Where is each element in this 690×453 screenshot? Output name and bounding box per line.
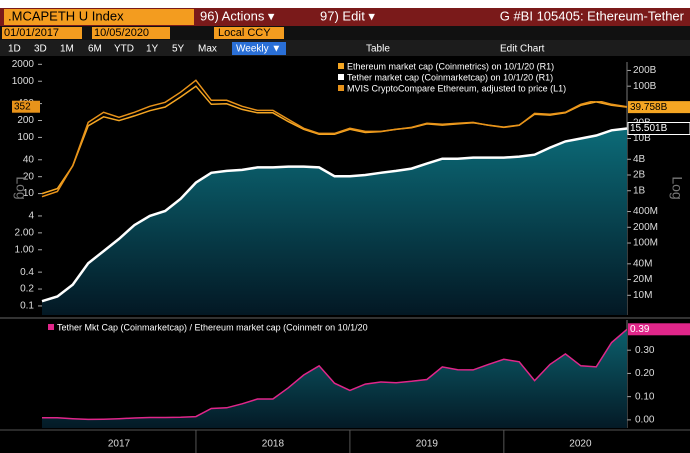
window-title: G #BI 105405: Ethereum-Tether [500,8,685,23]
y-tick-label: 0.2 [20,284,34,295]
y2-tick-label: 400M [633,206,658,217]
y2-tick-label: 4B [633,154,646,165]
frequency-button[interactable] [232,42,286,55]
top-strip [0,0,690,8]
series-line [41,79,628,198]
y2-tick-label: 200M [633,222,658,233]
edit-chart-button[interactable]: Edit Chart [500,44,545,55]
last-value-label: 0.39 [630,324,650,335]
legend-box [334,62,625,101]
period-button[interactable]: 6M [88,44,102,55]
y2-tick-label: 10B [633,133,651,144]
toolbar [0,40,690,56]
period-button[interactable]: Max [198,44,217,55]
end-date: 10/05/2020 [94,27,149,39]
table-button[interactable]: Table [366,44,390,55]
y-tick-label: 0.20 [635,368,655,379]
y-tick-label: 200 [17,115,34,126]
period-button[interactable]: 1D [8,44,21,55]
y2-tick-label: 200B [633,65,657,76]
ticker: .MCAPETH U Index [8,8,124,23]
x-tick-label: 2018 [262,439,285,450]
x-tick-label: 2017 [108,439,131,450]
y-tick-label: 0.1 [20,301,34,312]
period-button[interactable]: 3D [34,44,47,55]
x-tick-label: 2020 [569,439,592,450]
y-tick-label: 100 [17,132,34,143]
legend-entry: MVIS CryptoCompare Ethereum, adjusted to… [347,83,566,93]
last-value-label: 39.758B [630,102,668,113]
y2-tick-label: 100M [633,238,658,249]
last-value-box [628,323,690,336]
series-line [41,127,628,303]
actions-menu[interactable] [194,9,306,25]
period-button[interactable]: 1M [60,44,74,55]
last-value-label: 352 [14,101,31,112]
start-date: 01/01/2017 [4,27,59,39]
currency-box[interactable] [214,27,284,39]
y2-tick-label: 10M [633,290,652,301]
area-fill [42,329,627,428]
period-button[interactable]: 5Y [172,44,185,55]
x-tick-label: 2019 [416,439,439,450]
legend-entry: Tether market cap (Coinmarketcap) on 10/… [347,72,553,82]
currency: Local CCY [218,27,271,39]
legend-entry: Ethereum market cap (Coinmetrics) on 10/… [347,61,554,71]
last-value-box [628,101,690,114]
legend-swatch [338,74,344,80]
last-value-box [627,122,690,136]
y2-tick-label: 2B [633,170,646,181]
y-tick-label: 10 [23,188,35,199]
y-tick-label: 20 [23,171,35,182]
last-value-label: 15.501B [630,123,668,134]
y-tick-label: 1000 [12,76,35,87]
y2-tick-label: 20M [633,274,652,285]
y-tick-label: 0.00 [635,415,655,426]
y2-axis-label: Log [669,176,685,199]
legend-entry: Tether Mkt Cap (Coinmarketcap) / Ethereu… [57,322,368,332]
frequency: Weekly ▼ [236,44,281,55]
end-date-box[interactable] [92,27,170,39]
y-tick-label: 40 [23,154,35,165]
y-tick-label: 4 [28,211,34,222]
area-fill [42,128,627,315]
legend-swatch [338,85,344,91]
y2-tick-label: 1B [633,185,646,196]
range-bar [0,26,690,40]
y-tick-label: 0.10 [635,391,655,402]
period-button[interactable]: 1Y [146,44,159,55]
y-tick-label: 0.4 [20,267,34,278]
y2-tick-label: 40M [633,258,652,269]
y2-tick-label: 100B [633,81,657,92]
edit[interactable]: 97) Edit ▾ [320,8,375,23]
y-tick-label: 0.30 [635,345,655,356]
y-tick-label: 2000 [12,59,35,70]
actions[interactable]: 96) Actions ▾ [200,8,275,23]
y-tick-label: 1.00 [15,244,35,255]
last-value-box [12,100,40,113]
y-axis-label: Log [13,176,29,199]
legend-swatch [338,63,344,69]
period-button[interactable]: YTD [114,44,134,55]
series-line [42,328,628,421]
start-date-box[interactable] [2,27,82,39]
y-tick-label: 2.00 [15,227,35,238]
legend-swatch [48,324,54,330]
